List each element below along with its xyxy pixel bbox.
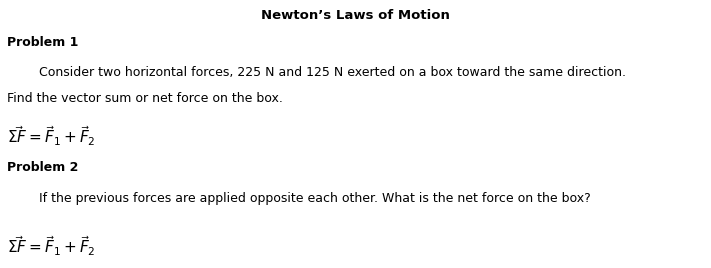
Text: Newton’s Laws of Motion: Newton’s Laws of Motion <box>261 9 450 23</box>
Text: Problem 2: Problem 2 <box>7 161 78 174</box>
Text: $\vec{\Sigma F} = \vec{F}_1 + \vec{F}_2$: $\vec{\Sigma F} = \vec{F}_1 + \vec{F}_2$ <box>7 125 96 148</box>
Text: Problem 1: Problem 1 <box>7 36 78 49</box>
Text: If the previous forces are applied opposite each other. What is the net force on: If the previous forces are applied oppos… <box>7 192 591 205</box>
Text: Consider two horizontal forces, 225 N and 125 N exerted on a box toward the same: Consider two horizontal forces, 225 N an… <box>7 66 626 79</box>
Text: $\vec{\Sigma F} = \vec{F}_1 + \vec{F}_2$: $\vec{\Sigma F} = \vec{F}_1 + \vec{F}_2$ <box>7 234 96 258</box>
Text: Find the vector sum or net force on the box.: Find the vector sum or net force on the … <box>7 92 283 106</box>
